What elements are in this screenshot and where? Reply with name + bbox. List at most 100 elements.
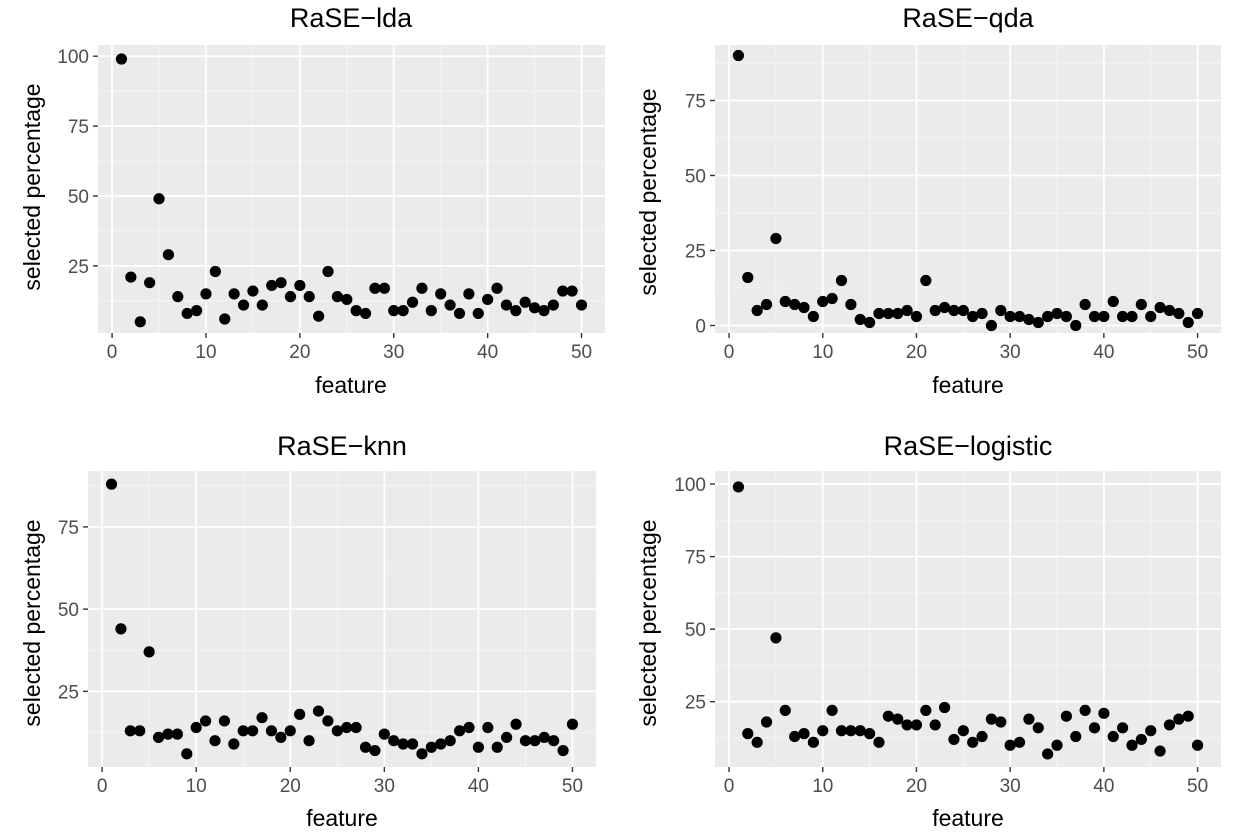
data-point xyxy=(789,730,801,743)
data-point xyxy=(798,301,810,314)
data-point xyxy=(910,719,923,731)
y-tick-label: 50 xyxy=(685,620,706,641)
data-point xyxy=(115,53,128,65)
data-point xyxy=(742,728,754,740)
data-point xyxy=(1135,733,1147,746)
data-point xyxy=(1013,736,1026,748)
x-tick-label: 50 xyxy=(562,776,583,797)
data-point xyxy=(873,736,885,748)
data-point xyxy=(1042,748,1054,760)
data-point xyxy=(538,305,550,317)
data-point xyxy=(1163,719,1176,731)
data-point xyxy=(519,735,532,747)
x-tick-label: 40 xyxy=(1093,776,1114,797)
y-axis-label: selected percentage xyxy=(635,519,661,726)
data-point xyxy=(854,313,866,326)
data-point xyxy=(882,710,894,722)
y-tick-label: 75 xyxy=(685,548,706,569)
x-tick-label: 10 xyxy=(812,776,833,797)
x-tick-label: 0 xyxy=(107,342,118,363)
y-tick-label: 0 xyxy=(695,317,706,338)
data-point xyxy=(1163,304,1176,317)
data-point xyxy=(751,736,763,748)
data-point xyxy=(331,291,344,303)
data-point xyxy=(350,721,362,734)
data-point xyxy=(957,304,969,317)
data-point xyxy=(1107,730,1119,743)
chart-panel-knn: RaSE−knn feature selected percentage xyxy=(19,431,407,831)
y-axis-label: selected percentage xyxy=(19,83,45,290)
data-point xyxy=(453,725,466,737)
data-point xyxy=(284,291,297,303)
data-point xyxy=(1126,310,1138,323)
data-point xyxy=(826,704,838,717)
data-point xyxy=(1042,310,1054,323)
data-point xyxy=(416,282,428,294)
data-point xyxy=(444,735,456,747)
plot-background xyxy=(715,471,1221,767)
data-point xyxy=(1023,713,1035,725)
data-point xyxy=(162,728,174,740)
data-point xyxy=(134,316,146,328)
plot-background xyxy=(715,45,1221,333)
data-point xyxy=(566,285,578,297)
x-tick-label: 0 xyxy=(97,776,108,797)
data-point xyxy=(779,295,791,308)
data-point xyxy=(854,725,866,737)
data-point xyxy=(1098,310,1110,323)
data-point xyxy=(557,744,569,757)
x-tick-label: 20 xyxy=(906,342,927,363)
y-tick-label: 25 xyxy=(685,242,706,263)
data-point xyxy=(303,291,315,303)
data-point xyxy=(826,292,838,305)
data-point xyxy=(1182,316,1194,329)
data-point xyxy=(548,735,560,747)
x-tick-label: 0 xyxy=(724,776,735,797)
data-point xyxy=(350,305,362,317)
plot-area-group: 0 10 20 30 40 50 0 25 50 75 xyxy=(685,45,1221,363)
plot-background xyxy=(88,471,596,767)
data-point xyxy=(798,728,810,740)
data-point xyxy=(209,735,221,747)
data-point xyxy=(948,304,960,317)
x-axis-label: feature xyxy=(932,805,1004,831)
data-point xyxy=(566,718,579,730)
data-point xyxy=(1145,310,1157,323)
data-point xyxy=(425,741,437,753)
data-point xyxy=(1051,739,1063,751)
data-point xyxy=(388,305,400,317)
data-point xyxy=(1135,298,1147,311)
data-point xyxy=(237,299,250,311)
data-point xyxy=(1070,730,1082,743)
y-axis-label: selected percentage xyxy=(19,519,45,726)
data-point xyxy=(482,721,494,734)
data-point xyxy=(359,741,372,753)
data-point xyxy=(817,295,829,308)
data-point xyxy=(817,725,829,737)
data-point xyxy=(1173,307,1185,320)
data-point xyxy=(1117,722,1129,734)
plot-area-group: 0 10 20 30 40 50 25 50 75 xyxy=(58,471,596,797)
data-point xyxy=(892,307,904,320)
x-tick-label: 50 xyxy=(571,342,592,363)
data-point xyxy=(266,279,278,292)
data-point xyxy=(845,725,857,737)
data-point xyxy=(435,288,447,300)
x-axis-label: feature xyxy=(315,372,387,398)
data-point xyxy=(929,304,941,317)
data-point xyxy=(751,304,763,317)
data-point xyxy=(957,725,969,737)
x-tick-label: 10 xyxy=(186,776,207,797)
data-point xyxy=(1023,313,1035,326)
data-point xyxy=(435,738,447,750)
data-point xyxy=(1070,319,1082,332)
data-point xyxy=(510,718,522,730)
data-point xyxy=(901,304,913,317)
chart-title: RaSE−lda xyxy=(290,3,413,33)
data-point xyxy=(779,704,791,717)
data-point xyxy=(1154,745,1166,757)
data-point xyxy=(538,731,550,744)
data-point xyxy=(770,632,782,644)
data-point xyxy=(519,296,531,308)
data-point xyxy=(770,232,782,245)
